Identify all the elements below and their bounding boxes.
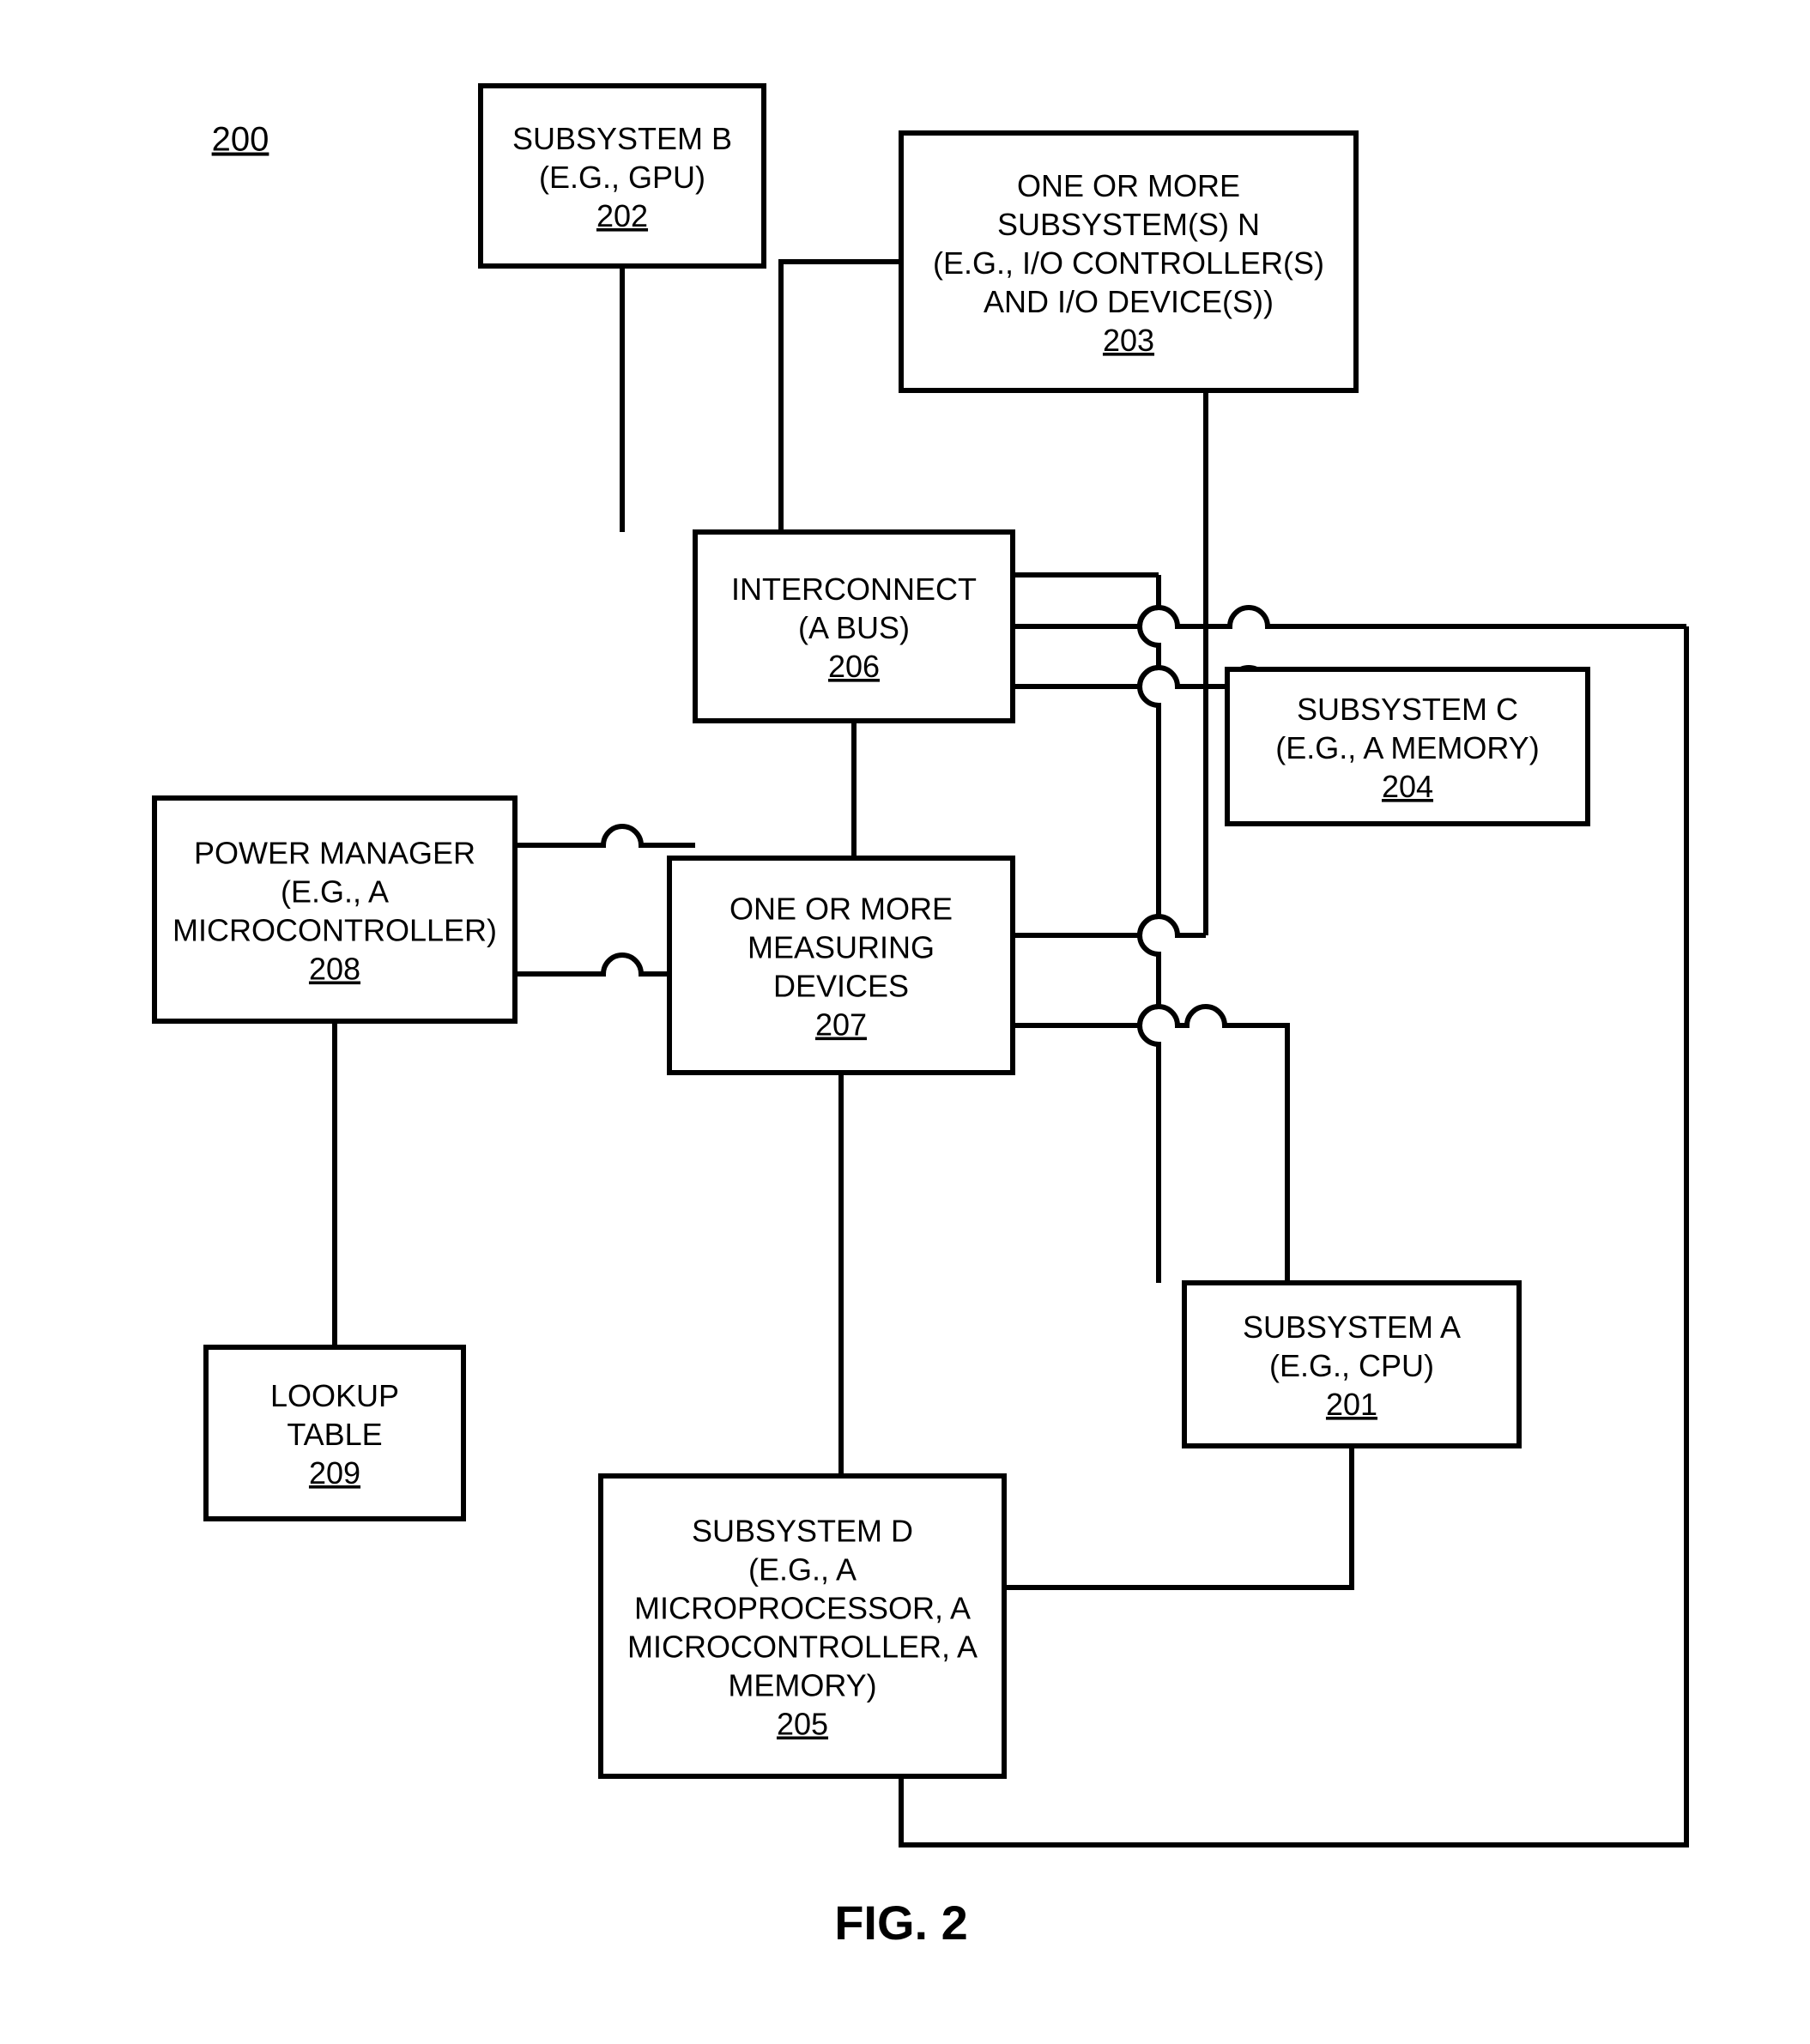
- box-b208: POWER MANAGER(E.G., AMICROCONTROLLER) 208: [154, 798, 515, 1021]
- box-label: MICROCONTROLLER): [173, 913, 497, 948]
- box-label: SUBSYSTEM A: [1243, 1309, 1461, 1345]
- box-label: MEASURING: [748, 930, 935, 965]
- box-b204: SUBSYSTEM C(E.G., A MEMORY) 204: [1227, 669, 1588, 824]
- box-label: TABLE: [287, 1417, 382, 1452]
- box-b205: SUBSYSTEM D(E.G., A MICROPROCESSOR, A MICR…: [601, 1476, 1004, 1776]
- box-label: AND I/O DEVICE(S)): [984, 284, 1274, 319]
- box-ref: 207: [815, 1007, 867, 1043]
- box-b202: SUBSYSTEM B (E.G., GPU)202: [481, 86, 764, 266]
- box-label: (E.G., GPU): [539, 160, 705, 195]
- box-label: MICROPROCESSOR, A: [634, 1591, 971, 1626]
- box-label: DEVICES: [773, 969, 909, 1004]
- edge-206-outerV: [1013, 608, 1686, 626]
- box-label: INTERCONNECT: [731, 571, 977, 607]
- box-label: MICROCONTROLLER, A: [627, 1630, 978, 1665]
- box-label: SUBSYSTEM C: [1297, 692, 1518, 727]
- box-label: ONE OR MORE: [1017, 168, 1240, 203]
- figure-ref-200: 200: [212, 121, 269, 159]
- box-ref: 203: [1103, 323, 1154, 358]
- edge-208-207: [515, 955, 669, 974]
- box-label: LOOKUP: [270, 1378, 399, 1413]
- box-label: (E.G., A MEMORY): [1275, 730, 1539, 765]
- box-b207: ONE OR MOREMEASURING DEVICES207: [669, 858, 1013, 1073]
- box-ref: 204: [1382, 769, 1433, 804]
- box-b201: SUBSYSTEM A(E.G., CPU) 201: [1184, 1283, 1519, 1446]
- box-label: (E.G., I/O CONTROLLER(S): [933, 245, 1324, 281]
- box-ref: 206: [828, 649, 880, 684]
- box-label: POWER MANAGER: [194, 836, 475, 871]
- box-label: SUBSYSTEM B: [512, 121, 732, 156]
- box-ref: 209: [309, 1455, 360, 1491]
- box-label: (E.G., A: [748, 1552, 857, 1587]
- box-b209: LOOKUP TABLE209: [206, 1347, 463, 1519]
- edge-203-206: [781, 262, 901, 532]
- box-label: (E.G., CPU): [1269, 1348, 1434, 1383]
- box-ref: 205: [777, 1707, 828, 1742]
- edge-201-205: [1004, 1446, 1352, 1587]
- box-b206: INTERCONNECT(A BUS) 206: [695, 532, 1013, 721]
- box-ref: 208: [309, 952, 360, 987]
- box-label: (E.G., A: [281, 874, 389, 910]
- box-label: SUBSYSTEM(S) N: [997, 207, 1260, 242]
- box-label: MEMORY): [728, 1668, 876, 1703]
- boxes: SUBSYSTEM B (E.G., GPU)202 ONE OR MORE SUBS…: [154, 86, 1588, 1776]
- box-label: SUBSYSTEM D: [692, 1514, 913, 1549]
- box-ref: 202: [596, 198, 648, 233]
- box-b203: ONE OR MORE SUBSYSTEM(S) N(E.G., I/O CONT…: [901, 133, 1356, 390]
- box-label: ONE OR MORE: [729, 892, 953, 927]
- box-label: (A BUS): [798, 610, 910, 645]
- edge-208-206: [515, 826, 695, 845]
- edge-207-to203v: [1013, 916, 1206, 935]
- box-ref: 201: [1326, 1387, 1377, 1422]
- edge-207-201: [1013, 1007, 1287, 1283]
- figure-caption: FIG. 2: [834, 1896, 968, 1950]
